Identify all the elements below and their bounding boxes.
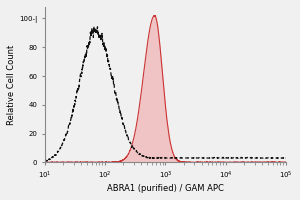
- Y-axis label: Relative Cell Count: Relative Cell Count: [7, 45, 16, 125]
- X-axis label: ABRA1 (purified) / GAM APC: ABRA1 (purified) / GAM APC: [107, 184, 224, 193]
